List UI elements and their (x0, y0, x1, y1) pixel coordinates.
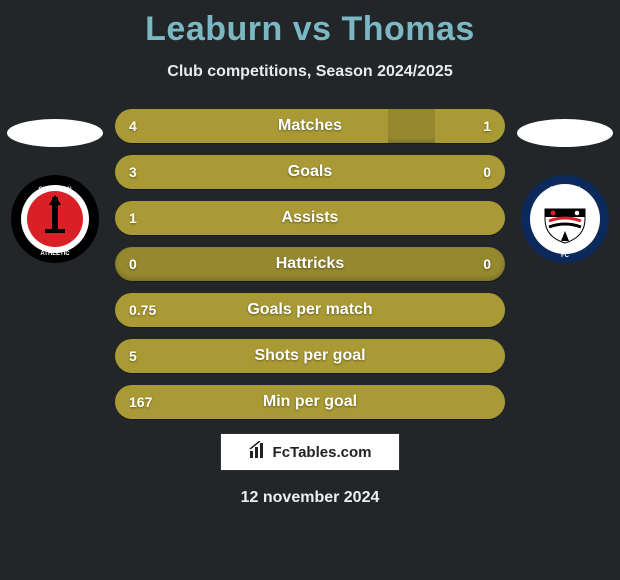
bromley-crest-icon: BROMLEY FC (521, 175, 609, 263)
stat-label: Min per goal (115, 385, 505, 419)
right-player-ellipse (517, 119, 613, 147)
stat-label: Assists (115, 201, 505, 235)
stat-label: Shots per goal (115, 339, 505, 373)
stat-row: 30Goals (115, 155, 505, 189)
stat-bars: 41Matches 30Goals 1Assists 00Hattricks 0.75G… (115, 109, 505, 419)
svg-text:BROMLEY: BROMLEY (550, 187, 580, 193)
brand-badge: FcTables.com (220, 433, 400, 471)
subtitle: Club competitions, Season 2024/2025 (0, 63, 620, 81)
svg-text:ATHLETIC: ATHLETIC (40, 251, 70, 257)
stat-row: 1Assists (115, 201, 505, 235)
right-club-crest: BROMLEY FC (521, 175, 609, 263)
svg-text:FC: FC (561, 253, 570, 259)
left-club-crest: CHARLTON ATHLETIC (11, 175, 99, 263)
stat-label: Hattricks (115, 247, 505, 281)
comparison-content: CHARLTON ATHLETIC BROMLEY FC 41Matches 30… (0, 109, 620, 419)
chart-icon (249, 441, 267, 463)
stat-row: 41Matches (115, 109, 505, 143)
stat-row: 00Hattricks (115, 247, 505, 281)
stat-label: Goals per match (115, 293, 505, 327)
stat-label: Goals (115, 155, 505, 189)
svg-text:CHARLTON: CHARLTON (38, 187, 71, 193)
stat-row: 0.75Goals per match (115, 293, 505, 327)
left-player-ellipse (7, 119, 103, 147)
stat-row: 5Shots per goal (115, 339, 505, 373)
right-side: BROMLEY FC (510, 109, 620, 263)
left-side: CHARLTON ATHLETIC (0, 109, 110, 263)
charlton-crest-icon: CHARLTON ATHLETIC (11, 175, 99, 263)
footer-date: 12 november 2024 (0, 489, 620, 507)
page-title: Leaburn vs Thomas (0, 0, 620, 49)
stat-label: Matches (115, 109, 505, 143)
brand-text: FcTables.com (273, 444, 372, 461)
stat-row: 167Min per goal (115, 385, 505, 419)
